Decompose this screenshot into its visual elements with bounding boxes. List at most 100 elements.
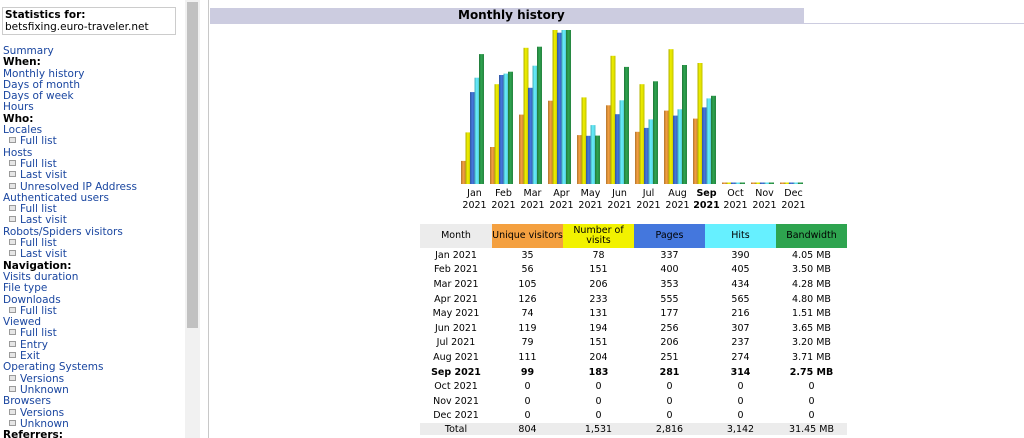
bandwidth-cell: 0 xyxy=(808,410,815,422)
menu-link-last-visit[interactable]: Last visit xyxy=(3,170,137,181)
list-bullet-icon xyxy=(9,329,16,336)
visits-bar xyxy=(697,63,703,184)
menu-scrollbar[interactable] xyxy=(185,0,200,438)
month-cell: Jul 2021 xyxy=(436,337,476,349)
menu-link-days-of-month[interactable]: Days of month xyxy=(3,79,137,91)
monthly-history-table: Month Unique visitors Number of visits P… xyxy=(420,224,847,436)
bandwidth-bar xyxy=(653,81,658,184)
menu-item-label: Authenticated users xyxy=(3,191,109,204)
menu-link-exit[interactable]: Exit xyxy=(3,350,137,362)
menu-item-label: Hosts xyxy=(3,146,33,159)
year-tick-label: 2021 xyxy=(752,200,776,211)
hits-cell: 390 xyxy=(731,249,750,261)
pages-bar xyxy=(615,114,620,184)
unique-visitors-cell: 119 xyxy=(518,322,537,334)
bandwidth-cell: 0 xyxy=(808,381,815,393)
bandwidth-cell: 3.20 MB xyxy=(792,337,831,349)
hits-cell: 0 xyxy=(737,381,744,393)
menu-link-entry[interactable]: Entry xyxy=(3,339,137,351)
month-tick-label: Jul xyxy=(642,188,654,199)
unique-visitors-cell: 79 xyxy=(521,337,534,349)
menu-item-label: Navigation: xyxy=(3,259,72,272)
visits-cell: 0 xyxy=(595,395,602,407)
month-tick-label: May xyxy=(581,188,601,199)
menu-item-label: Unknown xyxy=(20,383,69,396)
menu-link-versions[interactable]: Versions xyxy=(3,372,137,385)
number-of-visits-header: Number of visits xyxy=(563,224,634,248)
bandwidth-bar xyxy=(566,30,571,184)
table-row: Jan 2021 35 78 337 390 4.05 MB xyxy=(420,248,847,263)
menu-item-label: Versions xyxy=(20,372,65,385)
menu-link-robots-spiders-visitors[interactable]: Robots/Spiders visitors xyxy=(3,226,137,238)
menu-link-full-list[interactable]: Full list xyxy=(3,237,137,249)
list-bullet-icon xyxy=(9,385,16,392)
menu-link-monthly-history[interactable]: Monthly history xyxy=(3,68,137,80)
visits-cell: 151 xyxy=(589,337,608,349)
monthly-history-chart: Jan2021Feb2021Mar2021Apr2021May2021Jun20… xyxy=(461,30,806,211)
hits-cell: 434 xyxy=(731,278,750,290)
menu-link-unknown[interactable]: Unknown xyxy=(3,418,137,430)
pages-cell: 0 xyxy=(666,395,673,407)
menu-link-hours[interactable]: Hours xyxy=(3,102,137,113)
menu-item-label: File type xyxy=(3,282,48,295)
menu-item-label: Days of week xyxy=(3,90,74,103)
menu-link-visits-duration[interactable]: Visits duration xyxy=(3,270,137,283)
menu-link-operating-systems[interactable]: Operating Systems xyxy=(3,362,137,373)
menu-link-viewed[interactable]: Viewed xyxy=(3,316,137,328)
bandwidth-cell: 4.28 MB xyxy=(792,278,831,290)
list-bullet-icon xyxy=(9,137,16,144)
total-bandwidth-cell: 31.45 MB xyxy=(776,423,847,436)
menu-link-full-list[interactable]: Full list xyxy=(3,158,137,170)
month-tick-label: Feb xyxy=(495,188,512,199)
month-cell: Apr 2021 xyxy=(434,293,478,305)
menu-link-unresolved-ip-address[interactable]: Unresolved IP Address xyxy=(3,181,137,193)
menu-link-hosts[interactable]: Hosts xyxy=(3,146,137,159)
menu-link-full-list[interactable]: Full list xyxy=(3,136,137,147)
bandwidth-bar xyxy=(624,66,629,184)
hits-bar xyxy=(735,182,741,184)
menu-link-versions[interactable]: Versions xyxy=(3,407,137,419)
menu-link-last-visit[interactable]: Last visit xyxy=(3,249,137,260)
scrollbar-thumb[interactable] xyxy=(187,2,198,328)
unique-visitors-bar xyxy=(548,100,553,184)
visits-bar xyxy=(639,84,645,184)
pages-bar xyxy=(789,182,794,184)
menu-link-unknown[interactable]: Unknown xyxy=(3,383,137,396)
menu-item-label: Browsers xyxy=(3,395,52,408)
menu-link-full-list[interactable]: Full list xyxy=(3,305,137,317)
menu-heading-who: Who: xyxy=(3,113,137,125)
menu-link-authenticated-users[interactable]: Authenticated users xyxy=(3,191,137,204)
total-unique-visitors-cell: 804 xyxy=(492,423,563,436)
menu-heading-referrers: Referrers: xyxy=(3,429,137,438)
bandwidth-bar xyxy=(798,182,803,184)
menu-link-last-visit[interactable]: Last visit xyxy=(3,215,137,226)
year-tick-label: 2021 xyxy=(607,200,631,211)
hits-cell: 216 xyxy=(731,308,750,320)
menu-link-full-list[interactable]: Full list xyxy=(3,204,137,215)
month-tick-label: Oct xyxy=(727,188,744,199)
unique-visitors-bar xyxy=(780,182,785,184)
menu-link-summary[interactable]: Summary xyxy=(3,45,137,57)
menu-link-days-of-week[interactable]: Days of week xyxy=(3,91,137,102)
menu-link-locales[interactable]: Locales xyxy=(3,124,137,136)
unique-visitors-bar xyxy=(519,114,524,184)
bandwidth-header: Bandwidth xyxy=(776,224,847,248)
bandwidth-bar xyxy=(537,46,542,185)
pages-bar xyxy=(731,182,736,184)
menu-link-full-list[interactable]: Full list xyxy=(3,328,137,339)
visits-bar xyxy=(784,182,790,184)
menu-link-downloads[interactable]: Downloads xyxy=(3,294,137,306)
hits-bar xyxy=(532,65,538,184)
month-cell: Oct 2021 xyxy=(434,381,478,393)
table-row: Feb 2021 56 151 400 405 3.50 MB xyxy=(420,263,847,278)
pages-bar xyxy=(470,92,475,184)
unique-visitors-cell: 0 xyxy=(524,395,531,407)
menu-link-browsers[interactable]: Browsers xyxy=(3,396,137,407)
table-row: May 2021 74 131 177 216 1.51 MB xyxy=(420,306,847,321)
unique-visitors-bar xyxy=(490,147,495,184)
menu-link-file-type[interactable]: File type xyxy=(3,283,137,294)
table-row: Jun 2021 119 194 256 307 3.65 MB xyxy=(420,321,847,336)
menu-item-label: Last visit xyxy=(20,169,67,182)
menu-item-label: Visits duration xyxy=(3,270,79,283)
stats-for-box: Statistics for: betsfixing.euro-traveler… xyxy=(2,7,176,35)
